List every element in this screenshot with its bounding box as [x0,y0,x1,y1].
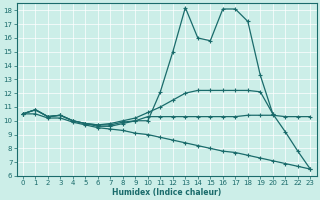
X-axis label: Humidex (Indice chaleur): Humidex (Indice chaleur) [112,188,221,197]
